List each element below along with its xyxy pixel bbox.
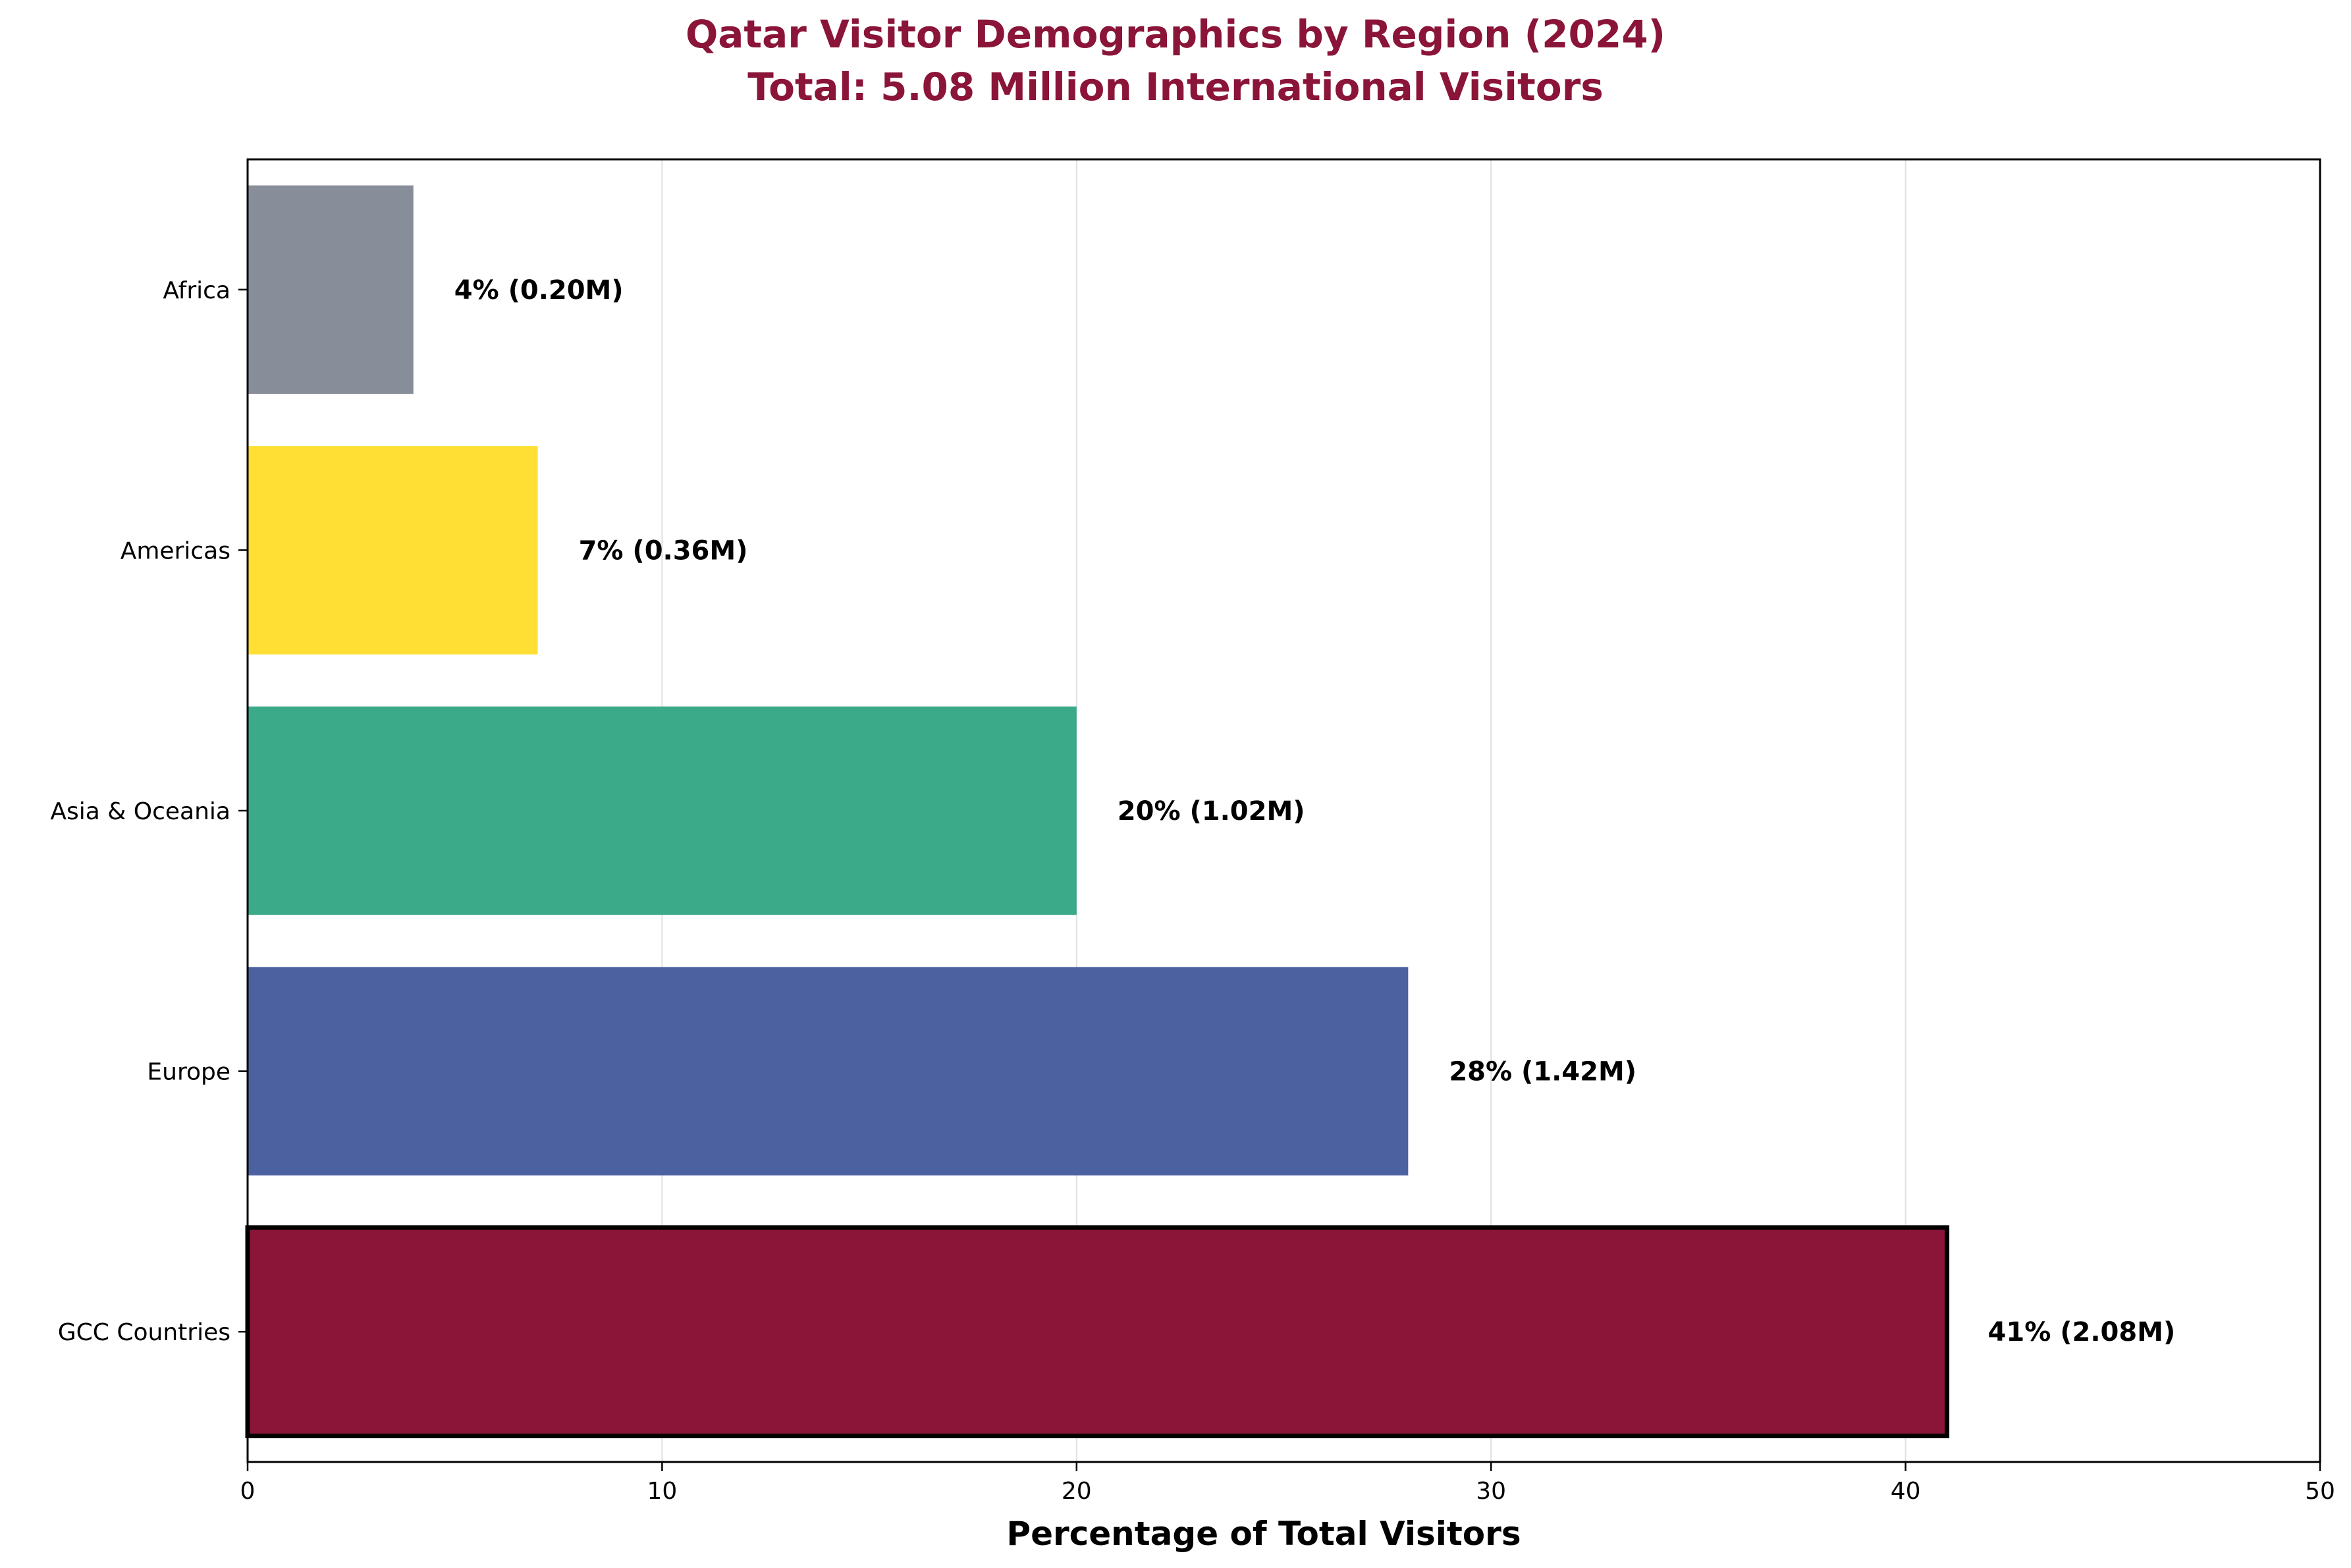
bar-asia-oceania xyxy=(248,706,1077,915)
x-tick-label: 40 xyxy=(1891,1478,1921,1505)
bar-europe xyxy=(248,967,1409,1176)
bar-gcc-countries xyxy=(245,1225,1950,1438)
y-tick-label: Europe xyxy=(147,1059,230,1086)
y-tick-label: Americas xyxy=(121,537,230,564)
y-tick-label: Asia & Oceania xyxy=(50,798,230,825)
bar-americas xyxy=(248,446,538,655)
data-label: 41% (2.08M) xyxy=(1988,1317,2176,1347)
data-labels: 41% (2.08M) 28% (1.42M) 20% (1.02M) 7% (0.3… xyxy=(454,275,2176,1347)
x-tick-label: 30 xyxy=(1476,1478,1506,1505)
x-axis-ticks: 0 10 20 30 40 50 xyxy=(240,1462,2335,1505)
data-label: 4% (0.20M) xyxy=(454,275,624,306)
bar-africa xyxy=(248,185,414,394)
x-tick-label: 50 xyxy=(2305,1478,2335,1505)
data-label: 20% (1.02M) xyxy=(1118,796,1305,826)
y-tick-label: GCC Countries xyxy=(58,1319,230,1346)
y-tick-label: Africa xyxy=(163,277,230,304)
x-tick-label: 20 xyxy=(1062,1478,1092,1505)
chart-subtitle: Total: 5.08 Million International Visito… xyxy=(747,65,1603,109)
y-axis-ticks: GCC Countries Europe Asia & Oceania America… xyxy=(50,277,248,1346)
x-tick-label: 0 xyxy=(240,1478,256,1505)
x-axis-label: Percentage of Total Visitors xyxy=(1006,1515,1521,1553)
data-label: 7% (0.36M) xyxy=(579,535,748,566)
x-tick-label: 10 xyxy=(647,1478,677,1505)
chart-title: Qatar Visitor Demographics by Region (20… xyxy=(686,12,1665,57)
data-label: 28% (1.42M) xyxy=(1449,1057,1636,1087)
bars xyxy=(245,185,1950,1438)
